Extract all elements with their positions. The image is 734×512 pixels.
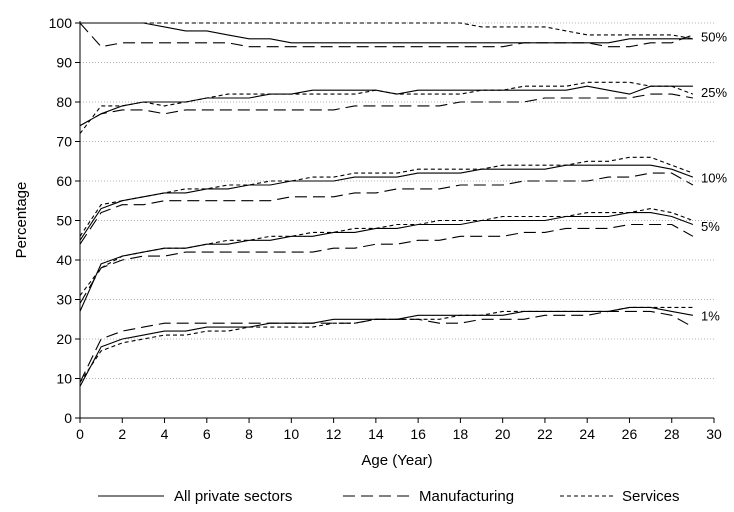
x-tick-label: 8 — [245, 426, 253, 442]
y-tick-label: 30 — [56, 292, 72, 308]
y-tick-label: 80 — [56, 94, 72, 110]
y-axis-title: Percentage — [13, 182, 30, 259]
series-line-manufacturing — [79, 22, 694, 48]
y-tick-label: 0 — [64, 410, 72, 426]
y-tick-label: 60 — [56, 173, 72, 189]
y-tick-label: 20 — [56, 331, 72, 347]
band-label: 10% — [701, 170, 727, 185]
series-line-services — [79, 208, 694, 296]
band-labels: 50% 25% 10% 5% 1% — [701, 29, 727, 323]
series-lines — [79, 22, 694, 387]
series-line-manufacturing — [79, 93, 693, 127]
series-line-services — [79, 81, 694, 134]
series-line-services — [80, 22, 693, 40]
y-tick-label: 50 — [56, 213, 72, 229]
legend-label: All private sectors — [174, 488, 292, 505]
legend: All private sectors Manufacturing Services — [98, 488, 680, 505]
y-tick-label: 100 — [49, 15, 73, 31]
legend-label: Services — [622, 488, 680, 505]
series-line-manufacturing — [79, 172, 694, 245]
series-line-manufacturing — [79, 223, 694, 304]
y-tick-label: 10 — [56, 371, 72, 387]
x-tick-label: 4 — [161, 426, 169, 442]
band-label: 50% — [701, 29, 727, 44]
x-axis-title: Age (Year) — [361, 452, 432, 469]
y-tick-label: 40 — [56, 252, 72, 268]
x-tick-label: 24 — [579, 426, 595, 442]
x-tick-label: 30 — [706, 426, 722, 442]
x-tick-label: 10 — [284, 426, 300, 442]
x-tick-label: 6 — [203, 426, 211, 442]
y-tick-label: 90 — [56, 55, 72, 71]
series-line-all-private-sectors — [80, 22, 693, 44]
series-line-all-private-sectors — [79, 306, 693, 387]
x-tick-label: 12 — [326, 426, 342, 442]
x-tick-label: 26 — [622, 426, 638, 442]
x-tick-label: 22 — [537, 426, 553, 442]
x-tick-label: 20 — [495, 426, 511, 442]
gridlines — [80, 22, 714, 379]
band-label: 5% — [701, 219, 720, 234]
series-line-services — [79, 156, 694, 237]
series-line-manufacturing — [79, 310, 694, 383]
band-label: 25% — [701, 85, 727, 100]
x-tick-label: 14 — [368, 426, 384, 442]
x-tick-label: 18 — [453, 426, 469, 442]
series-line-services — [79, 306, 693, 383]
x-tick-label: 0 — [76, 426, 84, 442]
legend-label: Manufacturing — [419, 488, 514, 505]
band-label: 1% — [701, 309, 720, 324]
x-tick-label: 2 — [118, 426, 126, 442]
series-line-all-private-sectors — [79, 164, 694, 241]
y-tick-label: 70 — [56, 134, 72, 150]
x-tick-label: 28 — [664, 426, 680, 442]
x-tick-label: 16 — [410, 426, 426, 442]
